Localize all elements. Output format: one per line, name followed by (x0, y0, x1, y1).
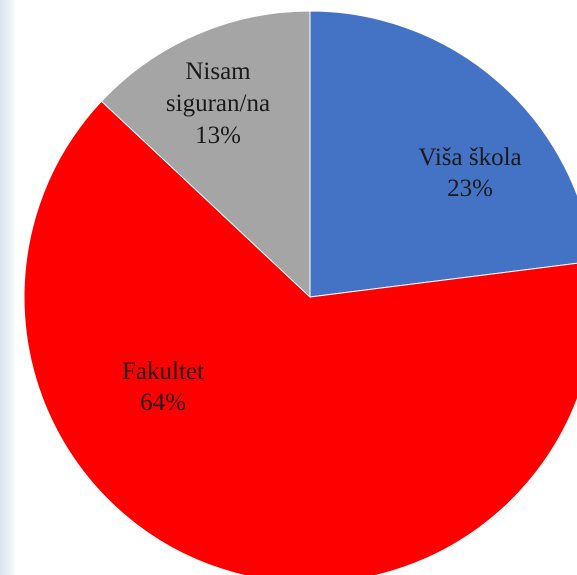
category-label: Fakultet (122, 358, 204, 385)
category-label: Nisam siguran/na (165, 58, 271, 117)
slice-label: Nisam siguran/na 13% (163, 56, 273, 152)
pie-slice (100, 10, 311, 299)
side-strip (0, 0, 16, 575)
slice-label: Viša škola 23% (395, 142, 545, 204)
value-label: 13% (195, 122, 241, 149)
pie-slice (23, 100, 577, 575)
category-label: Viša škola (418, 144, 522, 171)
slice-label: Fakultet 64% (93, 356, 233, 418)
pie-slice (309, 10, 577, 298)
value-label: 64% (140, 389, 186, 416)
value-label: 23% (447, 175, 493, 202)
